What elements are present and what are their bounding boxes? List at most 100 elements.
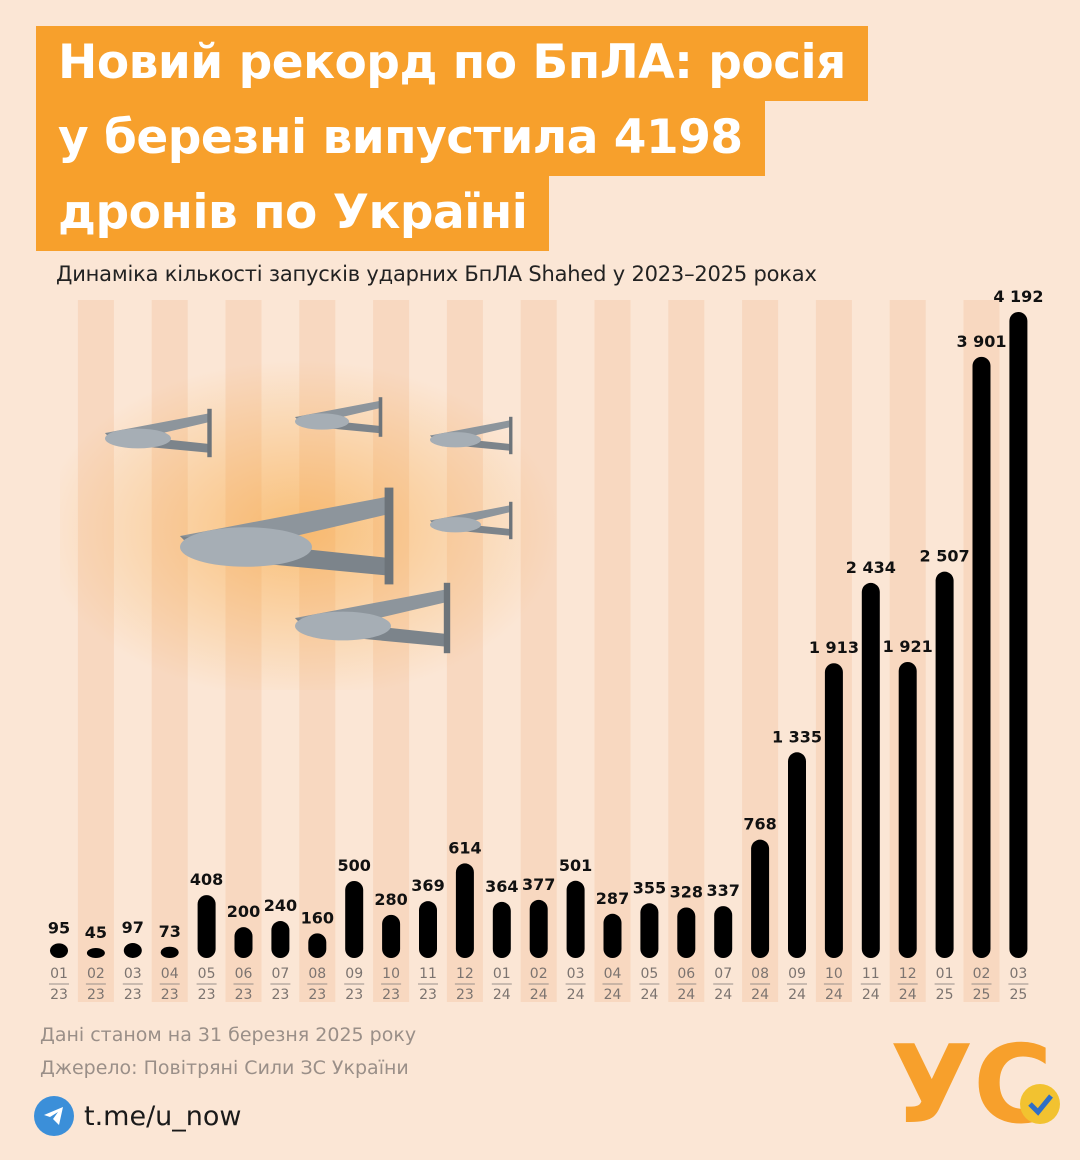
- x-tick-year: 23: [87, 987, 105, 1003]
- x-tick-month: 07: [714, 966, 732, 982]
- bar: [160, 946, 179, 958]
- x-tick-year: 24: [677, 987, 695, 1003]
- data-label: 95: [48, 918, 70, 937]
- x-tick-month: 03: [124, 966, 142, 982]
- x-tick-month: 11: [862, 966, 880, 982]
- bar: [824, 663, 843, 958]
- bar: [751, 839, 770, 958]
- x-tick-month: 06: [677, 966, 695, 982]
- x-tick-year: 24: [567, 987, 585, 1003]
- x-tick-year: 23: [382, 987, 400, 1003]
- bar: [640, 903, 659, 958]
- x-tick-month: 12: [456, 966, 474, 982]
- data-label: 500: [337, 856, 370, 875]
- logo-text: УС: [890, 1023, 1053, 1142]
- x-tick-year: 23: [271, 987, 289, 1003]
- data-label: 2 507: [920, 547, 970, 566]
- x-tick-month: 09: [788, 966, 806, 982]
- x-tick-year: 23: [198, 987, 216, 1003]
- x-tick-month: 02: [530, 966, 548, 982]
- x-tick-year: 23: [308, 987, 326, 1003]
- data-label: 97: [122, 918, 144, 937]
- data-label: 287: [596, 889, 629, 908]
- data-label: 377: [522, 875, 555, 894]
- x-tick-year: 24: [530, 987, 548, 1003]
- column-stripe: [594, 300, 631, 1002]
- telegram-icon: [34, 1096, 74, 1136]
- title-line-3: дронів по Україні: [36, 176, 550, 251]
- x-tick-year: 25: [936, 987, 954, 1003]
- x-tick-year: 24: [825, 987, 843, 1003]
- bar: [271, 921, 290, 958]
- x-tick-year: 25: [1009, 987, 1027, 1003]
- bar: [935, 571, 954, 958]
- bar: [492, 901, 511, 958]
- title-block: Новий рекорд по БпЛА: росія у березні ви…: [36, 26, 868, 251]
- brand-logo: УС: [890, 1022, 1070, 1148]
- source-note: Джерело: Повітряні Сили ЗС України: [40, 1057, 409, 1079]
- x-tick-month: 04: [604, 966, 622, 982]
- bar: [455, 863, 474, 958]
- data-label: 768: [743, 815, 776, 834]
- title-line-2: у березні випустила 4198: [36, 101, 765, 176]
- bar: [603, 913, 622, 958]
- bar: [308, 933, 327, 958]
- x-tick-year: 25: [973, 987, 991, 1003]
- x-tick-year: 24: [862, 987, 880, 1003]
- x-tick-month: 06: [235, 966, 253, 982]
- x-tick-month: 04: [161, 966, 179, 982]
- x-tick-month: 01: [493, 966, 511, 982]
- data-label: 337: [706, 881, 739, 900]
- data-label: 1 335: [772, 727, 822, 746]
- bar: [972, 356, 991, 958]
- bar: [382, 914, 401, 958]
- data-label: 355: [633, 878, 666, 897]
- x-tick-month: 05: [198, 966, 216, 982]
- x-tick-year: 23: [161, 987, 179, 1003]
- x-tick-month: 07: [271, 966, 289, 982]
- data-label: 364: [485, 877, 518, 896]
- bar: [1009, 312, 1028, 958]
- x-tick-month: 09: [345, 966, 363, 982]
- bar: [234, 927, 253, 958]
- data-label: 1 921: [883, 637, 933, 656]
- data-label: 2 434: [846, 558, 896, 577]
- data-label: 614: [448, 838, 481, 857]
- x-tick-year: 24: [640, 987, 658, 1003]
- bar: [86, 948, 105, 958]
- x-tick-month: 03: [567, 966, 585, 982]
- x-tick-year: 23: [50, 987, 68, 1003]
- x-tick-month: 02: [973, 966, 991, 982]
- x-tick-year: 24: [714, 987, 732, 1003]
- bar: [677, 907, 696, 958]
- bar: [861, 582, 880, 958]
- data-label: 501: [559, 856, 592, 875]
- x-tick-month: 11: [419, 966, 437, 982]
- x-tick-year: 23: [235, 987, 253, 1003]
- bar: [566, 880, 585, 958]
- data-label: 240: [264, 896, 297, 915]
- bar: [529, 899, 548, 958]
- x-tick-month: 12: [899, 966, 917, 982]
- x-tick-month: 08: [751, 966, 769, 982]
- x-tick-year: 24: [751, 987, 769, 1003]
- x-tick-month: 01: [50, 966, 68, 982]
- x-tick-year: 23: [419, 987, 437, 1003]
- bar: [898, 661, 917, 958]
- telegram-link-text: t.me/u_now: [84, 1100, 242, 1132]
- column-stripe: [520, 300, 557, 1002]
- telegram-link[interactable]: t.me/u_now: [34, 1096, 242, 1136]
- bar: [50, 943, 68, 958]
- data-date-note: Дані станом на 31 березня 2025 року: [40, 1024, 417, 1046]
- x-tick-year: 23: [456, 987, 474, 1003]
- x-tick-month: 01: [936, 966, 954, 982]
- data-label: 3 901: [956, 332, 1006, 351]
- data-label: 4 192: [993, 287, 1043, 306]
- x-tick-year: 23: [124, 987, 142, 1003]
- x-tick-month: 02: [87, 966, 105, 982]
- x-tick-month: 10: [825, 966, 843, 982]
- data-label: 73: [159, 922, 181, 941]
- data-label: 160: [301, 908, 334, 927]
- x-tick-month: 05: [640, 966, 658, 982]
- bar: [788, 752, 806, 958]
